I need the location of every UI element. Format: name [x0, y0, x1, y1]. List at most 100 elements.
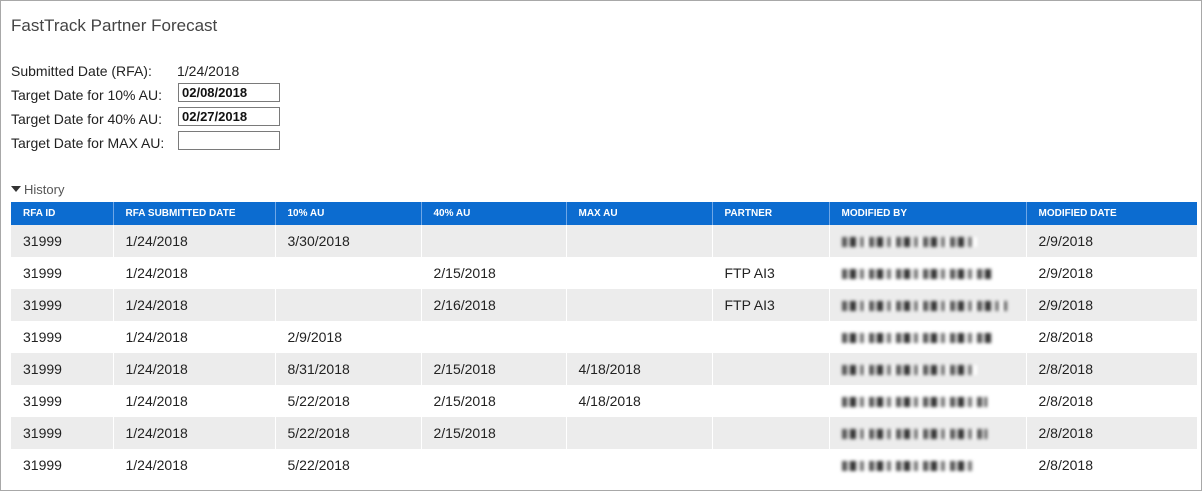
- table-cell: [275, 257, 422, 289]
- table-cell: 2/8/2018: [1038, 329, 1094, 345]
- table-body: 31999 1/24/2018 3/30/2018 2/9/2018 31999 1/24…: [11, 225, 1197, 481]
- redacted-name: [841, 461, 977, 472]
- table-cell: 1/24/2018: [113, 417, 276, 449]
- table-cell: 1/24/2018: [113, 225, 276, 257]
- table-cell: 4/18/2018: [566, 353, 713, 385]
- table-row[interactable]: 31999 1/24/2018 2/15/2018 FTP AI3 2/9/2018: [11, 257, 1197, 289]
- table-cell: 2/15/2018: [421, 385, 567, 417]
- column-header[interactable]: 10% AU: [275, 202, 422, 225]
- table-cell: [829, 289, 1027, 321]
- table-cell: [829, 449, 1027, 481]
- table-cell: [421, 225, 567, 257]
- target-10-input[interactable]: [178, 83, 280, 102]
- table-cell: 4/18/2018: [566, 385, 713, 417]
- table-cell: 2/8/2018: [1038, 425, 1094, 441]
- table-cell: [712, 321, 830, 353]
- table-cell: [421, 449, 567, 481]
- table-cell: [566, 449, 713, 481]
- table-cell: [566, 225, 713, 257]
- table-cell: [829, 353, 1027, 385]
- column-header[interactable]: RFA ID: [11, 202, 114, 225]
- table-cell: 2/15/2018: [421, 417, 567, 449]
- table-cell: FTP AI3: [712, 289, 830, 321]
- history-table: RFA ID RFA SUBMITTED DATE 10% AU 40% AU MAX …: [11, 202, 1197, 481]
- caret-down-icon: [11, 186, 21, 192]
- history-toggle-label: History: [24, 182, 65, 197]
- column-header[interactable]: MODIFIED BY: [829, 202, 1027, 225]
- table-row[interactable]: 31999 1/24/2018 2/9/2018 2/8/2018: [11, 321, 1197, 353]
- table-row[interactable]: 31999 1/24/2018 5/22/2018 2/15/2018 2/8/2018: [11, 417, 1197, 449]
- table-row[interactable]: 31999 1/24/2018 5/22/2018 2/15/2018 4/18/201…: [11, 385, 1197, 417]
- table-cell: [566, 289, 713, 321]
- submitted-date-value: 1/24/2018: [177, 63, 240, 79]
- target-10-label: Target Date for 10% AU:: [11, 87, 162, 103]
- table-cell: 1/24/2018: [113, 321, 276, 353]
- table-cell: [712, 353, 830, 385]
- column-header[interactable]: 40% AU: [421, 202, 567, 225]
- target-max-input[interactable]: [178, 131, 280, 150]
- redacted-name: [841, 269, 992, 280]
- column-header[interactable]: MAX AU: [566, 202, 713, 225]
- redacted-name: [841, 301, 1007, 312]
- table-row[interactable]: 31999 1/24/2018 5/22/2018 2/8/2018: [11, 449, 1197, 481]
- page-title: FastTrack Partner Forecast: [11, 16, 218, 35]
- table-header-row: RFA ID RFA SUBMITTED DATE 10% AU 40% AU MAX …: [11, 202, 1197, 225]
- table-cell: [829, 225, 1027, 257]
- table-cell: 1/24/2018: [113, 289, 276, 321]
- table-cell: [275, 289, 422, 321]
- redacted-name: [841, 333, 992, 344]
- redacted-name: [841, 365, 977, 376]
- table-row[interactable]: 31999 1/24/2018 2/16/2018 FTP AI3 2/9/2018: [11, 289, 1197, 321]
- target-40-input[interactable]: [178, 107, 280, 126]
- table-cell: 1/24/2018: [113, 449, 276, 481]
- table-cell: [829, 321, 1027, 353]
- table-row[interactable]: 31999 1/24/2018 8/31/2018 2/15/2018 4/18/201…: [11, 353, 1197, 385]
- table-cell: 31999: [11, 385, 114, 417]
- table-cell: [829, 417, 1027, 449]
- table-cell: [829, 385, 1027, 417]
- table-cell: 31999: [11, 225, 114, 257]
- table-cell: 2/8/2018: [1038, 457, 1094, 473]
- table-cell: 1/24/2018: [113, 257, 276, 289]
- table-cell: [712, 449, 830, 481]
- table-cell: [829, 257, 1027, 289]
- column-header[interactable]: PARTNER: [712, 202, 830, 225]
- table-cell: 3/30/2018: [275, 225, 422, 257]
- table-cell: 2/8/2018: [1038, 361, 1094, 377]
- table-cell: [566, 257, 713, 289]
- table-cell: 31999: [11, 289, 114, 321]
- column-header[interactable]: MODIFIED DATE: [1038, 208, 1117, 219]
- table-cell: 8/31/2018: [275, 353, 422, 385]
- table-cell: 5/22/2018: [275, 417, 422, 449]
- table-cell: 31999: [11, 321, 114, 353]
- target-40-label: Target Date for 40% AU:: [11, 111, 162, 127]
- table-row[interactable]: 31999 1/24/2018 3/30/2018 2/9/2018: [11, 225, 1197, 257]
- table-cell: [566, 417, 713, 449]
- table-cell: 2/9/2018: [1038, 233, 1094, 249]
- table-cell: 2/9/2018: [1038, 265, 1094, 281]
- table-cell: 2/16/2018: [421, 289, 567, 321]
- redacted-name: [841, 237, 977, 248]
- table-cell: [712, 225, 830, 257]
- table-cell: 31999: [11, 257, 114, 289]
- table-cell: [712, 417, 830, 449]
- table-cell: [421, 321, 567, 353]
- redacted-name: [841, 429, 987, 440]
- table-cell: 2/15/2018: [421, 257, 567, 289]
- column-header[interactable]: RFA SUBMITTED DATE: [113, 202, 276, 225]
- table-cell: 2/15/2018: [421, 353, 567, 385]
- table-cell: FTP AI3: [712, 257, 830, 289]
- table-cell: 31999: [11, 353, 114, 385]
- submitted-date-label: Submitted Date (RFA):: [11, 63, 152, 79]
- table-cell: 2/8/2018: [1038, 393, 1094, 409]
- table-cell: [712, 385, 830, 417]
- table-cell: 31999: [11, 449, 114, 481]
- table-cell: 31999: [11, 417, 114, 449]
- redacted-name: [841, 397, 987, 408]
- table-cell: 1/24/2018: [113, 385, 276, 417]
- table-cell: 2/9/2018: [1038, 297, 1094, 313]
- table-cell: 2/9/2018: [275, 321, 422, 353]
- table-cell: 5/22/2018: [275, 385, 422, 417]
- history-toggle[interactable]: History: [11, 182, 64, 197]
